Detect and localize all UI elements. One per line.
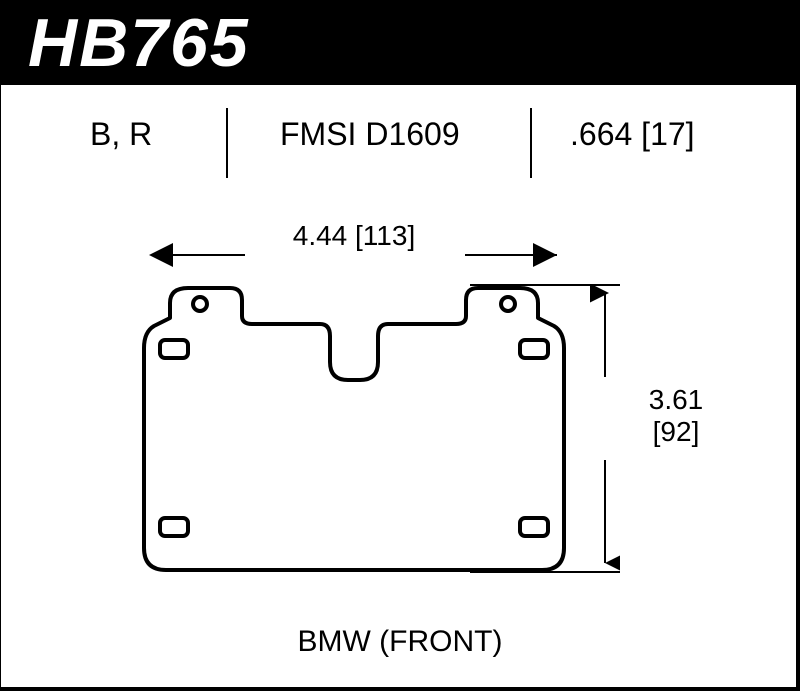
spec-separator [530,108,532,178]
header-band: HB765 [0,0,800,85]
spec-separator [226,108,228,178]
spec-compound: B, R [90,116,152,153]
brake-pad-outline [130,258,610,588]
spec-fmsi: FMSI D1609 [280,116,460,153]
part-number: HB765 [28,4,250,82]
diagram-zone: 4.44 [113] 3.61 [92] [0,210,800,630]
application-label: BMW (FRONT) [0,625,800,659]
spec-row: B, R FMSI D1609 .664 [17] [0,108,800,178]
height-inches: 3.61 [616,384,736,416]
spec-thickness: .664 [17] [570,116,695,153]
height-mm: [92] [616,416,736,448]
